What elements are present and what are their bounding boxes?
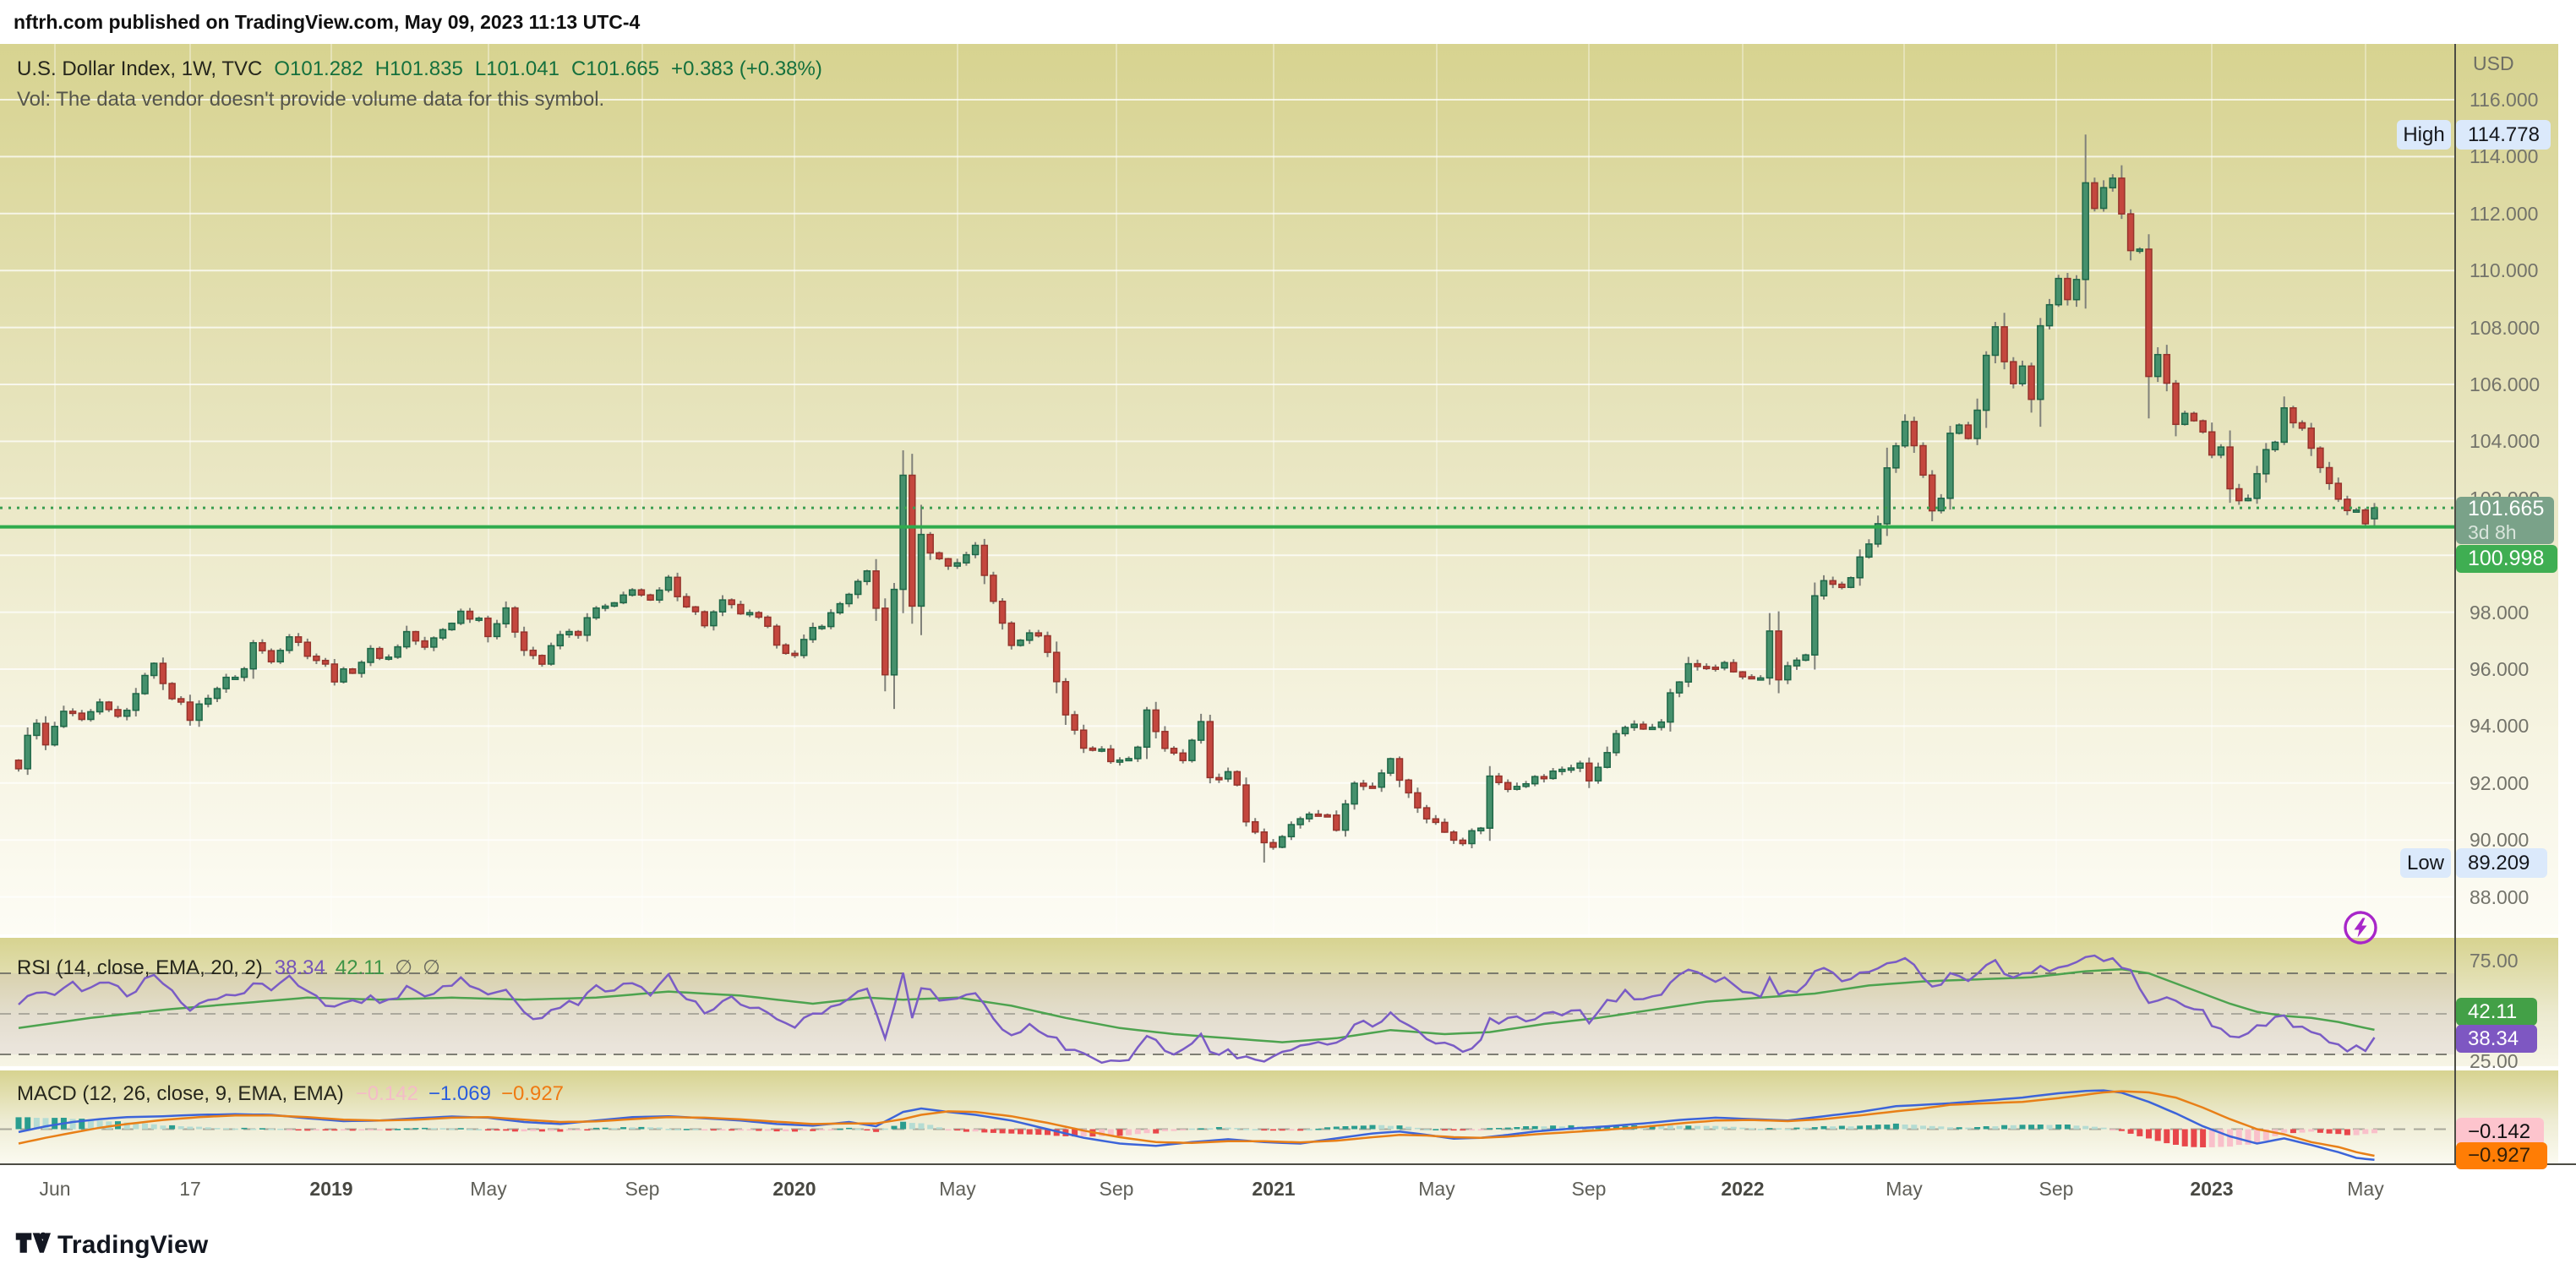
price-tick-label: 88.000 <box>2470 885 2530 908</box>
symbol-title[interactable]: U.S. Dollar Index, 1W, TVC <box>17 57 263 80</box>
time-tick-label[interactable]: May <box>1418 1178 1455 1200</box>
symbol-legend[interactable]: U.S. Dollar Index, 1W, TVC O101.282 H101.8… <box>17 57 822 81</box>
rsi-ema-value: 42.11 <box>335 956 385 979</box>
high-value: H101.835 <box>374 57 463 80</box>
macd-hist-value: −0.142 <box>355 1082 418 1105</box>
time-tick-label[interactable]: May <box>939 1178 976 1200</box>
time-tick-label[interactable]: Jun <box>39 1178 71 1200</box>
price-tick-label: 94.000 <box>2470 715 2530 738</box>
rsi-main-value: 38.34 <box>274 956 325 979</box>
time-tick-label[interactable]: 2019 <box>309 1178 353 1200</box>
tradingview-logomark <box>15 1232 51 1253</box>
open-value: O101.282 <box>274 57 363 80</box>
time-tick-label[interactable]: 2023 <box>2190 1178 2234 1200</box>
pane-separator-2[interactable] <box>0 1066 2558 1070</box>
price-axis-border <box>2454 44 2456 1214</box>
price-tick-label: 92.000 <box>2470 771 2530 794</box>
rsi-scale-top: 75.00 <box>2470 950 2519 972</box>
price-tick-label: 116.000 <box>2470 89 2539 111</box>
tradingview-brand-link[interactable]: TradingView <box>57 1231 209 1259</box>
time-tick-label[interactable]: Sep <box>625 1178 660 1200</box>
macd-signal-badge: −0.927 <box>2456 1142 2547 1169</box>
time-tick-label[interactable]: Sep <box>1571 1178 1607 1200</box>
macd-legend[interactable]: MACD (12, 26, close, 9, EMA, EMA) −0.142−… <box>17 1082 564 1106</box>
low-marker-value: 89.209 <box>2456 848 2547 878</box>
macd-hist-badge: −0.142 <box>2456 1118 2544 1146</box>
pane-separator-1[interactable] <box>0 934 2558 938</box>
price-tick-label: 110.000 <box>2470 259 2539 282</box>
published-attribution: nftrh.com published on TradingView.com, … <box>14 11 641 33</box>
price-tick-label: 112.000 <box>2470 202 2539 225</box>
time-tick-label[interactable]: Sep <box>1099 1178 1134 1200</box>
last-price-badge: 101.665 3d 8h <box>2456 497 2554 544</box>
last-price-value: 101.665 <box>2468 497 2545 520</box>
instant-order-lightning-button[interactable] <box>2342 909 2379 946</box>
header-strip <box>0 0 2576 44</box>
price-tick-label: 90.000 <box>2470 829 2530 852</box>
rsi-main-badge: 38.34 <box>2456 1025 2537 1053</box>
bar-countdown: 3d 8h <box>2468 521 2517 543</box>
volume-note: Vol: The data vendor doesn't provide vol… <box>17 88 605 111</box>
lightning-icon <box>2344 911 2377 945</box>
rsi-legend-title[interactable]: RSI (14, close, EMA, 20, 2) <box>17 956 263 979</box>
high-marker-value: 114.778 <box>2456 120 2551 150</box>
change-value: +0.383 (+0.38%) <box>671 57 822 80</box>
time-tick-label[interactable]: May <box>1886 1178 1923 1200</box>
macd-legend-title[interactable]: MACD (12, 26, close, 9, EMA, EMA) <box>17 1082 344 1105</box>
time-tick-label[interactable]: 2020 <box>772 1178 816 1200</box>
rsi-scale-bottom: 25.00 <box>2470 1050 2519 1072</box>
rsi-legend[interactable]: RSI (14, close, EMA, 20, 2) 38.34 42.11 ∅ ∅ <box>17 956 440 980</box>
price-tick-label: 106.000 <box>2470 373 2541 395</box>
price-tick-label: 108.000 <box>2470 316 2541 339</box>
price-tick-label: 98.000 <box>2470 601 2530 624</box>
currency-label: USD <box>2473 52 2514 74</box>
low-marker-label: Low <box>2400 848 2451 878</box>
price-tick-label: 96.000 <box>2470 658 2530 680</box>
rsi-ema-badge: 42.11 <box>2456 998 2537 1026</box>
macd-signal-value: −0.927 <box>500 1082 565 1105</box>
price-tick-label: 104.000 <box>2470 430 2541 453</box>
time-tick-label[interactable]: Sep <box>2038 1178 2074 1200</box>
time-axis-border <box>0 1163 2576 1165</box>
time-axis[interactable] <box>0 1165 2576 1214</box>
close-value: C101.665 <box>570 57 660 80</box>
macd-line-value: −1.069 <box>428 1082 491 1105</box>
rsi-empty-value-icon: ∅ <box>395 956 413 979</box>
time-tick-label[interactable]: May <box>470 1178 507 1200</box>
tradingview-logo-icon[interactable] <box>14 1226 51 1260</box>
main-price-pane[interactable] <box>0 44 2558 934</box>
time-tick-label[interactable]: May <box>2347 1178 2384 1200</box>
rsi-pane[interactable] <box>0 938 2558 1066</box>
high-marker-label: High <box>2397 120 2451 150</box>
time-tick-label[interactable]: 2022 <box>1721 1178 1765 1200</box>
low-value: L101.041 <box>474 57 559 80</box>
support-line-price-badge: 100.998 <box>2456 545 2557 573</box>
time-tick-label[interactable]: 17 <box>179 1178 201 1200</box>
time-tick-label[interactable]: 2021 <box>1252 1178 1296 1200</box>
rsi-empty-value-icon: ∅ <box>423 956 440 979</box>
